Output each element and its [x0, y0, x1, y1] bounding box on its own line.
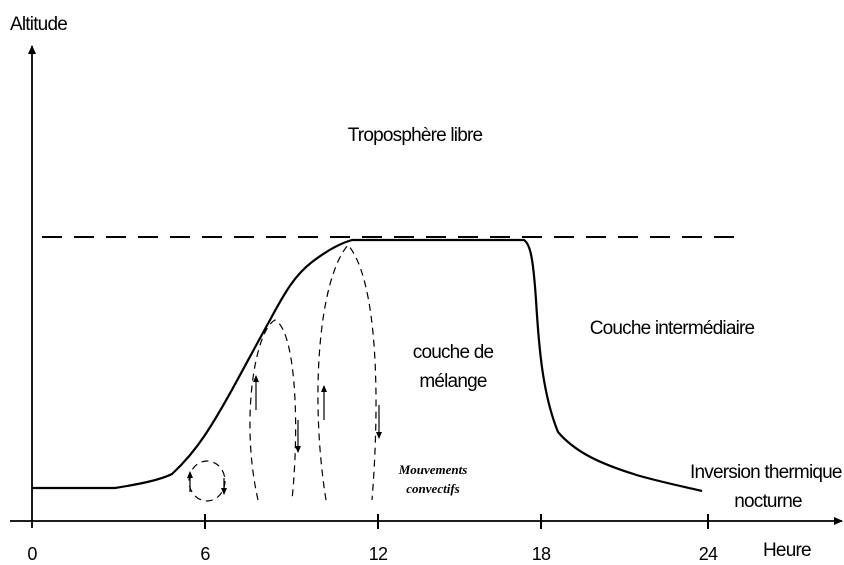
x-tick-label: 18 — [532, 544, 551, 564]
x-axis-label: Heure — [763, 540, 811, 561]
region-label: nocturne — [734, 491, 802, 512]
x-tick-label: 6 — [200, 544, 210, 564]
x-tick-label: 12 — [369, 544, 388, 564]
region-label: Inversion thermique — [690, 462, 842, 483]
y-axis-label: Altitude — [10, 14, 67, 35]
region-label: Troposphère libre — [348, 125, 483, 146]
tick-marks — [204, 514, 709, 529]
region-label: Couche intermédiaire — [590, 318, 755, 339]
convective-loops — [188, 244, 377, 502]
region-label: mélange — [419, 371, 487, 392]
region-label: convectifs — [406, 481, 459, 496]
x-tick-label: 0 — [27, 544, 37, 564]
region-label: Mouvements — [398, 462, 468, 477]
region-label: couche de — [413, 342, 494, 363]
convective-arrows — [187, 375, 382, 495]
x-tick-label: 24 — [699, 544, 718, 564]
boundary-layer-curve — [32, 238, 703, 493]
